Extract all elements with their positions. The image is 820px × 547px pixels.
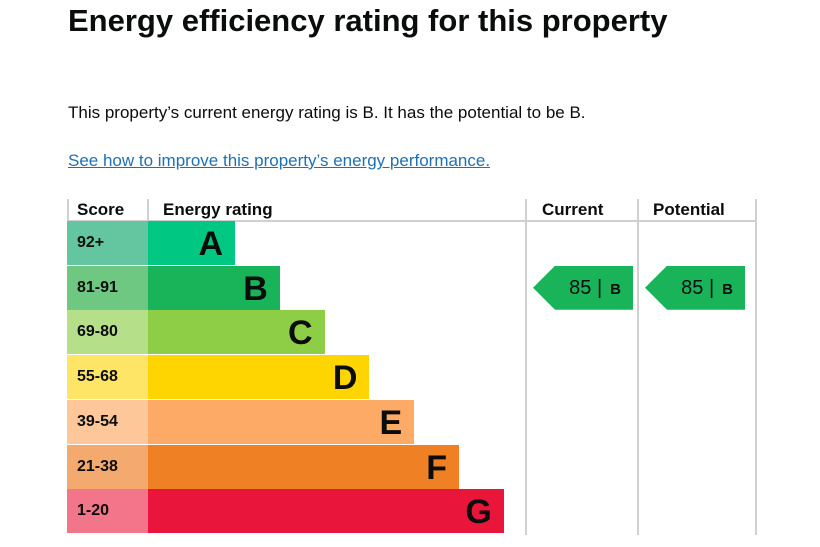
header-potential: Potential: [653, 200, 725, 219]
intro-text: This property’s current energy rating is…: [68, 103, 586, 122]
improve-performance-link[interactable]: See how to improve this property’s energ…: [68, 151, 491, 170]
score-range-b: 81-91: [67, 265, 148, 310]
score-range-a: 92+: [67, 221, 148, 265]
header-score: Score: [77, 200, 125, 219]
header-current: Current: [542, 200, 604, 219]
current-rating-arrow: 85 | B: [533, 265, 633, 310]
potential-score: 85: [681, 276, 704, 299]
potential-rating-arrow: 85 | B: [645, 265, 745, 310]
rating-bar-d: D: [148, 355, 370, 400]
page-title: Energy efficiency rating for this proper…: [68, 3, 668, 38]
energy-rating-chart: Score Energy rating Current Potential 92…: [67, 199, 757, 535]
divider: [637, 199, 639, 535]
rating-bar-a: A: [148, 221, 235, 265]
score-range-g: 1-20: [67, 489, 148, 534]
separator: |: [596, 276, 603, 299]
current-score: 85: [569, 276, 592, 299]
divider: [67, 199, 69, 221]
rating-bar-c: C: [148, 310, 325, 355]
header-rating: Energy rating: [163, 200, 273, 219]
score-range-c: 69-80: [67, 310, 148, 355]
current-letter: B: [610, 280, 621, 298]
rating-bar-e: E: [148, 399, 415, 444]
score-range-f: 21-38: [67, 444, 148, 489]
separator: |: [708, 276, 715, 299]
header-divider: [67, 220, 757, 222]
score-range-d: 55-68: [67, 355, 148, 400]
rating-bar-b: B: [148, 265, 280, 310]
divider: [147, 199, 149, 221]
divider: [755, 199, 757, 535]
score-range-e: 39-54: [67, 399, 148, 444]
rating-bar-g: G: [148, 489, 504, 534]
potential-letter: B: [722, 280, 733, 298]
divider: [525, 199, 527, 535]
rating-bar-f: F: [148, 444, 459, 489]
